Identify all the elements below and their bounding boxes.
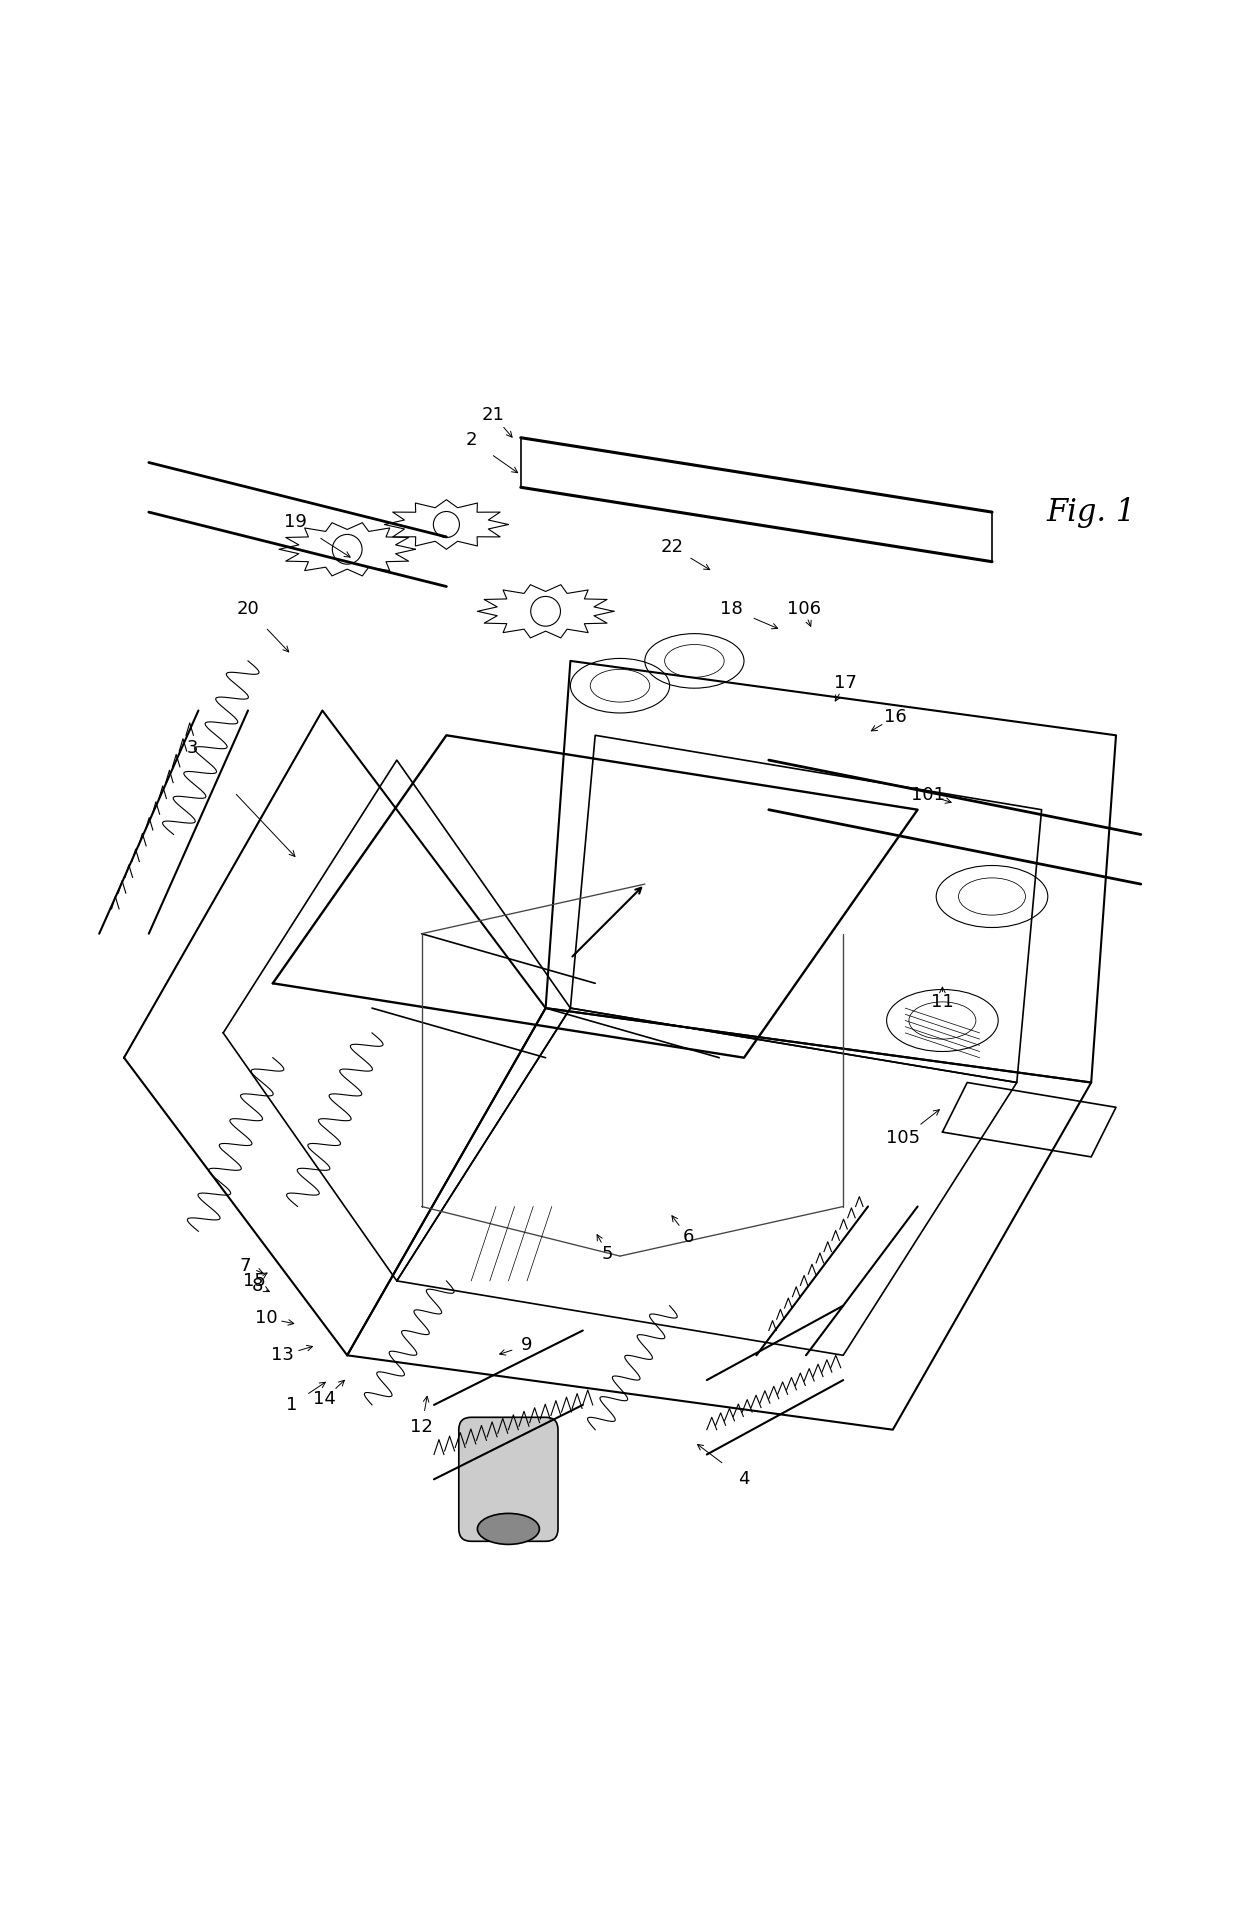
FancyBboxPatch shape: [459, 1417, 558, 1541]
Text: 13: 13: [272, 1346, 294, 1365]
Text: 8: 8: [252, 1277, 264, 1294]
Text: 1: 1: [285, 1396, 298, 1415]
Text: 3: 3: [186, 738, 198, 757]
Text: Fig. 1: Fig. 1: [1047, 497, 1136, 527]
Text: 22: 22: [661, 539, 683, 556]
Text: 2: 2: [465, 431, 477, 449]
Text: 16: 16: [884, 707, 906, 727]
Text: 17: 17: [835, 675, 857, 692]
Text: 9: 9: [521, 1336, 533, 1355]
Text: 101: 101: [910, 786, 945, 803]
Text: 21: 21: [482, 406, 505, 424]
Text: 15: 15: [243, 1271, 265, 1290]
Text: 6: 6: [682, 1229, 694, 1246]
Text: 18: 18: [720, 600, 743, 617]
Text: 5: 5: [601, 1244, 614, 1263]
Text: 4: 4: [738, 1470, 750, 1488]
Text: 7: 7: [239, 1258, 252, 1275]
Text: 10: 10: [255, 1309, 278, 1327]
Text: 105: 105: [885, 1129, 920, 1146]
Text: 20: 20: [237, 600, 259, 617]
Text: 11: 11: [931, 993, 954, 1010]
Text: 12: 12: [410, 1419, 433, 1436]
Ellipse shape: [477, 1513, 539, 1545]
Text: 14: 14: [314, 1390, 336, 1407]
Text: 19: 19: [284, 514, 306, 531]
Text: 106: 106: [786, 600, 821, 617]
